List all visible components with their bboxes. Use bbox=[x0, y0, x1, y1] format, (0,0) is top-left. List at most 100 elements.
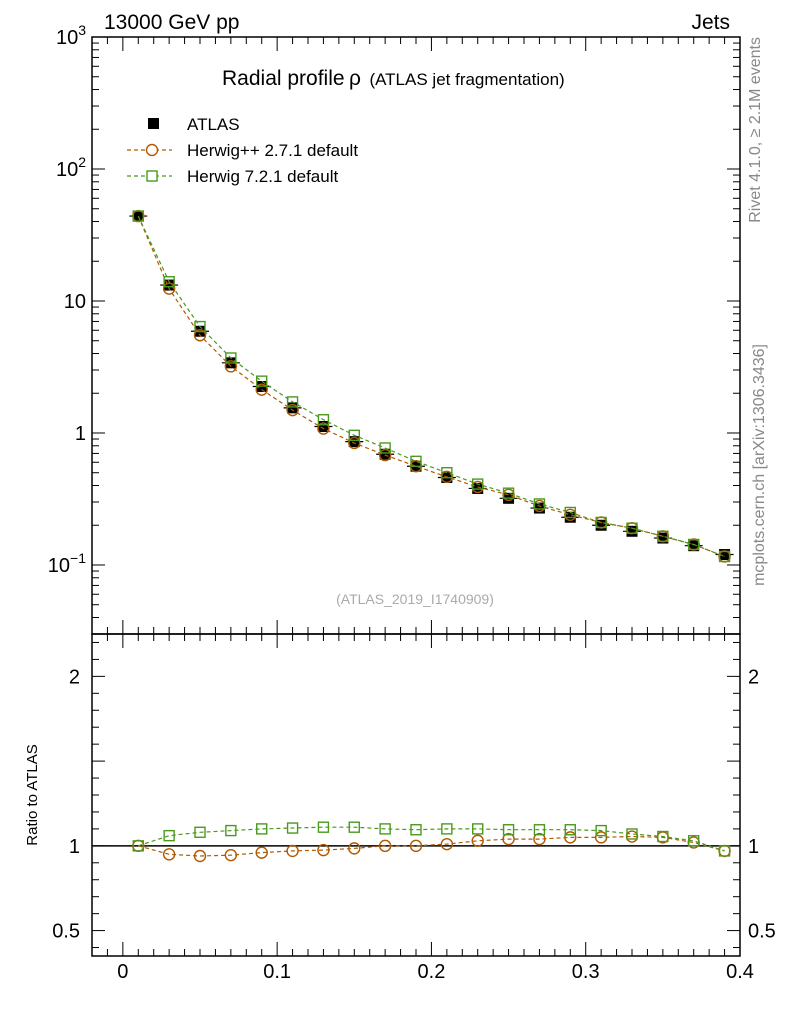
herwigpp-main-point bbox=[687, 538, 700, 551]
legend-label-herwig7: Herwig 7.2.1 default bbox=[187, 167, 338, 186]
herwig7-main-line bbox=[137, 215, 725, 558]
atlas-data-point bbox=[163, 279, 175, 291]
herwig7-ratio-point bbox=[348, 821, 360, 833]
herwigpp-ratio-point bbox=[440, 837, 454, 851]
ratio-y-tick-label: 2 bbox=[69, 666, 80, 688]
herwigpp-ratio-point bbox=[224, 848, 238, 862]
herwig7-ratio-point bbox=[441, 823, 453, 835]
herwigpp-ratio-point bbox=[348, 842, 361, 855]
herwig7-main-point bbox=[718, 550, 731, 563]
herwig7-main-point bbox=[502, 487, 515, 499]
herwigpp-main-point bbox=[132, 209, 145, 223]
herwigpp-main-point bbox=[656, 530, 670, 543]
ratio-x-tick-label: 0.2 bbox=[418, 961, 446, 983]
analysis-watermark: (ATLAS_2019_I1740909) bbox=[336, 591, 494, 607]
atlas-data-point bbox=[688, 540, 700, 552]
herwig7-ratio-point bbox=[194, 826, 206, 838]
atlas-data-point bbox=[533, 502, 545, 514]
herwig7-ratio-point bbox=[410, 824, 422, 836]
herwigpp-main-point bbox=[594, 516, 608, 529]
herwig7-main-point bbox=[657, 530, 669, 542]
atlas-data-point bbox=[348, 436, 360, 448]
herwig7-main-point bbox=[626, 522, 638, 534]
herwig7-ratio-point bbox=[256, 823, 268, 835]
herwigpp-main-point bbox=[224, 360, 238, 373]
herwig7-main-point bbox=[286, 396, 299, 408]
herwig7-main-point bbox=[379, 442, 391, 454]
herwigpp-main-point bbox=[440, 470, 454, 484]
herwigpp-ratio-point bbox=[594, 831, 608, 844]
herwig7-ratio-point bbox=[564, 824, 576, 836]
herwigpp-main-point bbox=[718, 550, 731, 563]
herwig7-ratio-point bbox=[286, 822, 299, 834]
ratio-x-tick-label: 0.1 bbox=[263, 961, 291, 983]
herwigpp-ratio-point bbox=[502, 832, 515, 846]
herwig7-ratio-point bbox=[317, 821, 330, 833]
legend-marker-herwig7 bbox=[146, 170, 158, 182]
herwigpp-ratio-point bbox=[718, 844, 731, 858]
main-x-ticks bbox=[91, 37, 741, 634]
ratio-x-axis: 0 0.1 0.2 0.3 0.4 bbox=[91, 634, 754, 983]
herwig7-main-point bbox=[317, 414, 330, 426]
herwigpp-main-point bbox=[255, 383, 268, 396]
herwigpp-ratio-point bbox=[286, 844, 299, 858]
atlas-data-point bbox=[379, 448, 391, 460]
ratio-y-tick-label-right: 1 bbox=[748, 836, 759, 858]
herwigpp-ratio-point bbox=[162, 848, 176, 861]
herwig7-ratio-point bbox=[132, 840, 144, 852]
herwig7-main-point bbox=[256, 375, 268, 387]
herwig7-main-point bbox=[348, 429, 360, 442]
legend-label-herwigpp: Herwig++ 2.7.1 default bbox=[187, 141, 358, 160]
herwig7-main-point bbox=[410, 455, 422, 468]
ratio-y-label: Ratio to ATLAS bbox=[24, 744, 41, 845]
herwigpp-main-point bbox=[471, 480, 484, 494]
herwig7-main-point bbox=[441, 467, 453, 479]
herwig7-main-point bbox=[564, 506, 576, 519]
legend-marker-herwigpp bbox=[145, 143, 159, 157]
mcplots-reference-label: mcplots.cern.ch [arXiv:1306.3436] bbox=[751, 344, 768, 586]
main-y-tick-label: 1 bbox=[75, 423, 86, 445]
main-y-axis: 10−1 1 10 102 103 bbox=[48, 22, 740, 635]
herwigpp-ratio-point bbox=[564, 831, 577, 844]
plot-title-main: Radial profile bbox=[222, 67, 345, 90]
ratio-y-tick-label-right: 0.5 bbox=[748, 921, 776, 943]
herwigpp-main-point bbox=[348, 436, 361, 450]
herwig7-ratio-point bbox=[718, 845, 731, 857]
ratio-x-tick-label: 0.4 bbox=[726, 961, 754, 983]
herwig7-main-point bbox=[225, 352, 237, 364]
herwig7-ratio-point bbox=[163, 829, 175, 842]
herwigpp-main-point bbox=[317, 422, 330, 435]
ratio-y-tick-label: 0.5 bbox=[52, 921, 80, 943]
herwig7-ratio-point bbox=[225, 824, 237, 837]
herwigpp-ratio-point bbox=[132, 839, 145, 853]
atlas-data-point bbox=[317, 420, 329, 432]
herwigpp-ratio-point bbox=[193, 849, 207, 863]
ratio-y-axis: 0.5 0.5 1 1 2 2 bbox=[52, 641, 776, 949]
herwig7-main-point bbox=[194, 320, 206, 333]
herwigpp-main-point bbox=[533, 499, 546, 513]
herwigpp-main-point bbox=[378, 448, 392, 462]
atlas-data-point bbox=[657, 532, 669, 544]
herwig7-main-point bbox=[163, 276, 175, 288]
atlas-data-point bbox=[595, 519, 607, 531]
plot-title-sub: (ATLAS jet fragmentation) bbox=[369, 70, 564, 89]
main-y-tick-label: 10−1 bbox=[48, 550, 86, 577]
header-energy-label: 13000 GeV pp bbox=[104, 11, 239, 34]
herwigpp-ratio-point bbox=[625, 830, 639, 843]
atlas-data-point bbox=[287, 402, 299, 414]
legend-label-atlas: ATLAS bbox=[187, 115, 240, 134]
herwigpp-main-point bbox=[286, 403, 299, 417]
ratio-panel-frame bbox=[91, 633, 741, 957]
rivet-version-label: Rivet 4.1.0, ≥ 2.1M events bbox=[747, 37, 764, 223]
legend-marker-atlas bbox=[148, 118, 159, 129]
header-process-label: Jets bbox=[691, 11, 730, 34]
herwig7-main-point bbox=[132, 210, 144, 222]
herwigpp-main-point bbox=[162, 282, 176, 295]
herwig7-ratio-point bbox=[657, 830, 669, 843]
atlas-data-point bbox=[719, 549, 731, 561]
herwig7-ratio-point bbox=[626, 828, 638, 840]
herwigpp-ratio-point bbox=[255, 846, 268, 859]
herwigpp-ratio-point bbox=[409, 839, 423, 853]
herwigpp-ratio-point bbox=[533, 832, 546, 846]
